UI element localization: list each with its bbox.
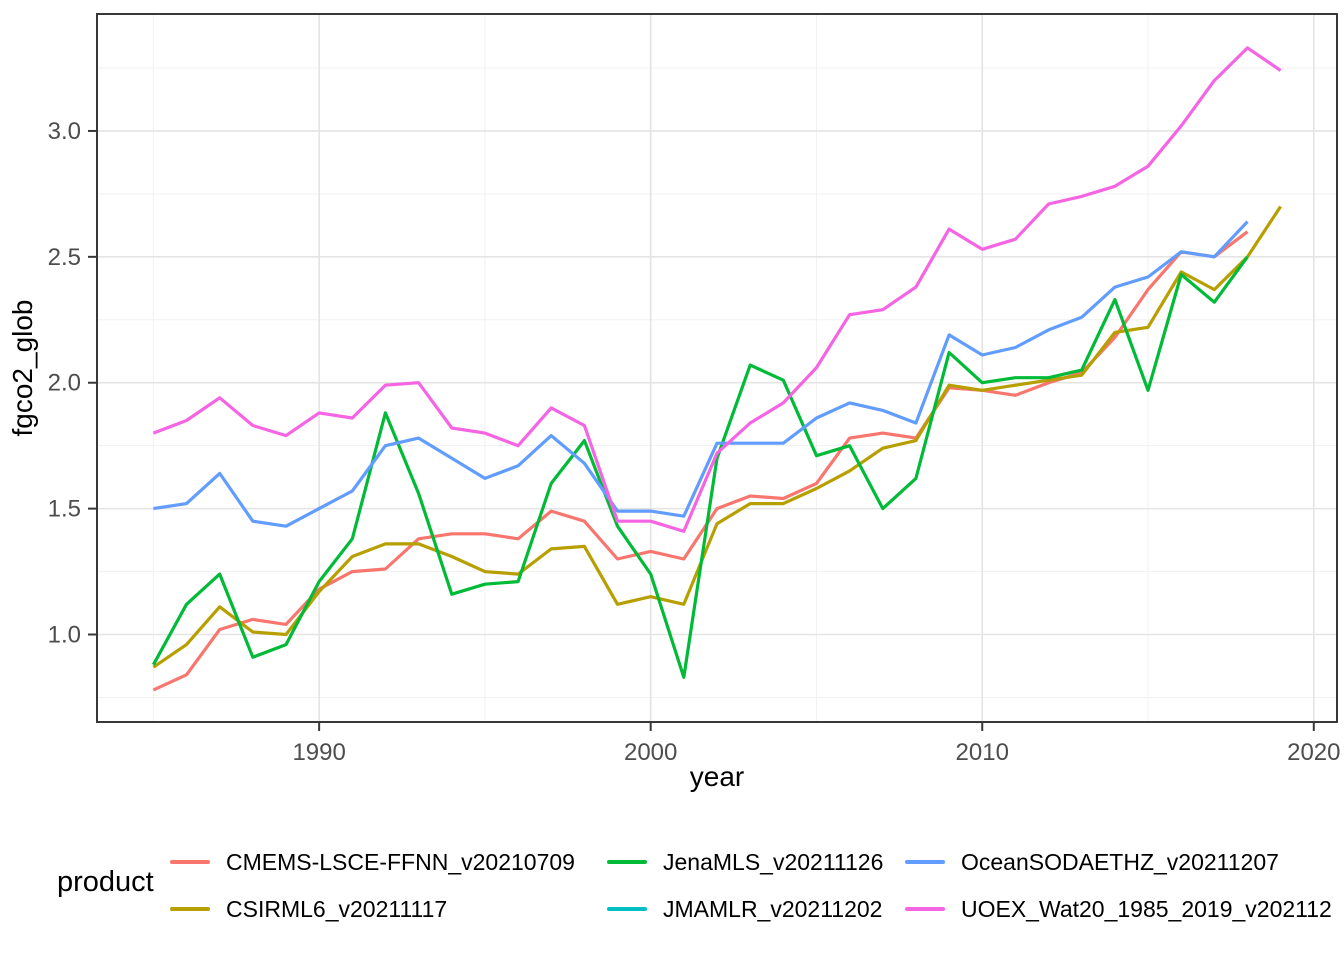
legend-label: JMAMLR_v20211202 — [663, 895, 883, 922]
series-line-UOEX_Wat20_1985_2019_v202112 — [152, 46, 1282, 533]
legend-entry-oceansoda: OceanSODAETHZ_v20211207 — [905, 846, 1279, 878]
x-tick-label: 1990 — [292, 739, 345, 766]
y-tick-label: 2.5 — [48, 244, 81, 271]
legend-key-line-jmamlr — [607, 907, 647, 911]
legend-key-line-uoex — [905, 907, 945, 911]
y-tick-label: 2.0 — [48, 370, 81, 397]
y-tick-label: 3.0 — [48, 118, 81, 145]
series-line-CSIRML6_v20211117 — [152, 205, 1282, 669]
legend-label: CSIRML6_v20211117 — [226, 895, 448, 922]
legend-entry-csirml6: CSIRML6_v20211117 — [170, 893, 447, 925]
series-line-OceanSODAETHZ_v20211207 — [153, 220, 1249, 528]
y-tick-label: 1.0 — [48, 622, 81, 649]
line-chart: 1.0 1.5 2.0 2.5 3.0 1990 2000 2010 2020 year fgco2… — [7, 13, 1340, 792]
plot-panel — [97, 14, 1337, 722]
legend-key-line-oceansoda — [905, 860, 945, 864]
panel-border — [96, 13, 1338, 723]
legend-key-line-jenamls — [607, 860, 647, 864]
legend-entry-uoex: UOEX_Wat20_1985_2019_v202112 — [905, 893, 1332, 925]
legend-title: product — [57, 866, 154, 898]
x-tick-label: 2020 — [1287, 739, 1340, 766]
legend-entry-jenamls: JenaMLS_v20211126 — [607, 846, 883, 878]
x-tick-label: 2000 — [624, 739, 677, 766]
legend-key-line-csirml6 — [170, 907, 210, 911]
legend-entry-jmamlr: JMAMLR_v20211202 — [607, 893, 882, 925]
series-line-JenaMLS_v20211126 — [151, 255, 1249, 679]
legend-label: OceanSODAETHZ_v20211207 — [961, 848, 1279, 875]
x-axis-title: year — [690, 761, 744, 792]
legend-label: UOEX_Wat20_1985_2019_v202112 — [961, 895, 1332, 922]
legend-label: JenaMLS_v20211126 — [663, 848, 884, 875]
y-axis-title: fgco2_glob — [7, 299, 38, 436]
legend-label: CMEMS-LSCE-FFNN_v20210709 — [226, 848, 575, 875]
x-tick-label: 2010 — [956, 739, 1009, 766]
legend-key-line-cmems — [170, 860, 210, 864]
legend-entry-cmems: CMEMS-LSCE-FFNN_v20210709 — [170, 846, 575, 878]
y-tick-label: 1.5 — [48, 496, 81, 523]
